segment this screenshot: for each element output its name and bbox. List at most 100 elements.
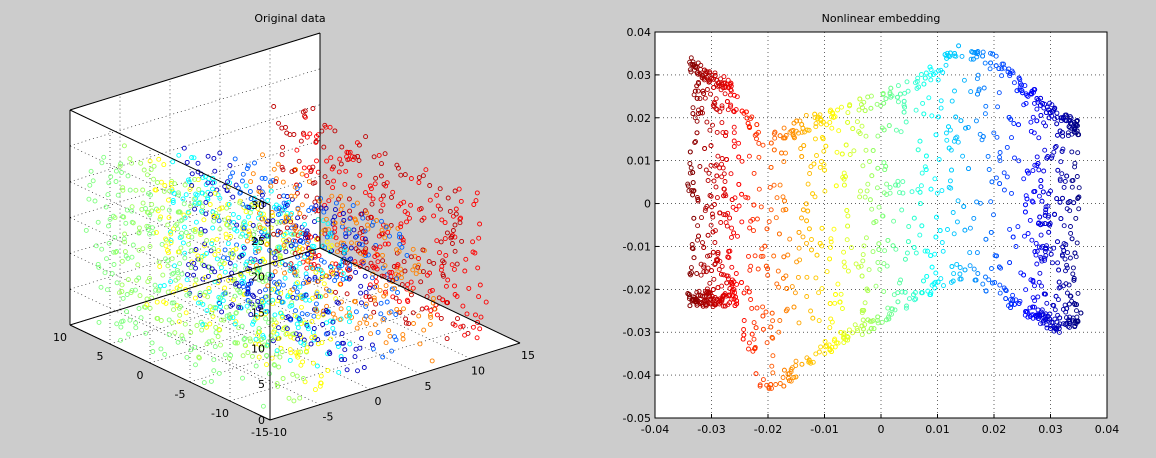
scatter-point <box>1036 220 1042 226</box>
scatter3d-point <box>250 321 256 327</box>
scatter-point <box>720 303 726 309</box>
scatter-point <box>754 131 759 137</box>
scatter3d-point <box>327 230 333 236</box>
scatter3d-point <box>147 244 153 249</box>
scatter3d-point <box>354 220 359 226</box>
scatter3d-point <box>247 338 253 344</box>
scatter-point <box>736 181 742 187</box>
scatter3d-point <box>416 175 422 181</box>
scatter-point <box>743 109 749 115</box>
scatter-point <box>713 96 719 102</box>
scatter3d-point <box>342 181 348 187</box>
scatter-point <box>710 287 716 292</box>
scatter-point <box>821 148 827 154</box>
scatter3d-point <box>122 239 128 245</box>
scatter3d-point <box>287 347 293 353</box>
scatter-point <box>788 366 794 372</box>
scatter-point <box>1042 147 1048 153</box>
scatter3d-point <box>288 243 294 249</box>
scatter3d-point <box>170 270 176 276</box>
scatter-point <box>821 162 827 168</box>
scatter-point <box>710 214 716 220</box>
scatter-point <box>904 303 909 309</box>
scatter-point <box>880 213 886 219</box>
scatter-point <box>731 124 737 130</box>
scatter3d-point <box>471 202 477 207</box>
scatter-point <box>862 322 868 328</box>
scatter-point <box>884 181 890 187</box>
scatter-point <box>947 178 953 184</box>
scatter3d-point <box>256 188 262 194</box>
scatter3d-point <box>421 327 427 333</box>
scatter3d-point <box>102 270 108 276</box>
scatter-point <box>961 204 967 209</box>
scatter3d-point <box>379 218 384 224</box>
scatter3d-point <box>303 348 309 354</box>
scatter-point <box>1069 178 1075 184</box>
scatter3d-point <box>150 349 156 354</box>
scatter-point <box>702 302 708 307</box>
scatter3d-point <box>186 291 192 297</box>
scatter-point <box>1043 210 1049 216</box>
scatter3d-point <box>320 322 326 327</box>
scatter-point <box>719 298 725 304</box>
scatter3d-point <box>341 217 347 223</box>
scatter-point <box>708 143 714 149</box>
scatter-point <box>810 191 816 197</box>
scatter-point <box>881 160 887 166</box>
scatter-point <box>698 261 704 267</box>
scatter3d-point <box>209 238 215 244</box>
scatter3d-point <box>449 241 455 246</box>
scatter-point <box>808 164 814 170</box>
scatter-point <box>1030 295 1036 301</box>
scatter-point <box>921 278 926 284</box>
scatter3d-point <box>277 229 283 235</box>
scatter-point <box>975 51 981 57</box>
scatter-point <box>900 179 906 185</box>
scatter-point <box>983 274 988 280</box>
scatter-point <box>1043 123 1048 129</box>
scatter-point <box>967 263 973 269</box>
scatter-point <box>943 62 949 68</box>
scatter3d-point <box>354 240 360 246</box>
scatter3d-point <box>310 266 315 271</box>
scatter3d-point <box>208 378 214 384</box>
scatter-point <box>838 329 844 335</box>
floor-grid-x <box>269 263 471 359</box>
scatter-point <box>1066 301 1072 307</box>
scatter-point <box>1004 144 1010 150</box>
scatter-point <box>1052 307 1058 313</box>
scatter-point <box>933 234 939 240</box>
scatter-point <box>955 198 961 204</box>
scatter-point <box>707 127 713 133</box>
scatter3d-point <box>286 395 292 401</box>
scatter3d-point <box>101 154 107 160</box>
scatter-point <box>1012 301 1017 307</box>
scatter3d-point <box>200 175 206 181</box>
scatter3d-point <box>315 314 321 320</box>
scatter3d-point <box>339 357 345 363</box>
scatter3d-point <box>268 333 274 339</box>
scatter3d-point <box>284 202 290 208</box>
scatter-point <box>803 201 809 207</box>
scatter3d-point <box>176 192 181 198</box>
scatter-point <box>1069 184 1075 190</box>
scatter-point <box>851 148 857 154</box>
scatter-point <box>1060 253 1065 259</box>
scatter3d-point <box>243 209 249 215</box>
scatter3d-point <box>281 242 287 248</box>
scatter3d-point <box>257 329 262 335</box>
scatter3d-point <box>266 320 272 326</box>
scatter-point <box>760 377 766 383</box>
scatter3d-point <box>271 104 277 109</box>
scatter3d-point <box>206 285 212 291</box>
scatter3d-point <box>132 287 138 293</box>
scatter3d-point <box>348 245 354 251</box>
scatter-point <box>777 381 783 386</box>
scatter3d-point <box>92 198 98 204</box>
scatter3d-point <box>272 204 277 210</box>
scatter-point <box>862 300 868 306</box>
scatter3d-point <box>405 282 410 288</box>
scatter3d-point <box>318 205 324 211</box>
scatter3d-point <box>136 275 142 281</box>
